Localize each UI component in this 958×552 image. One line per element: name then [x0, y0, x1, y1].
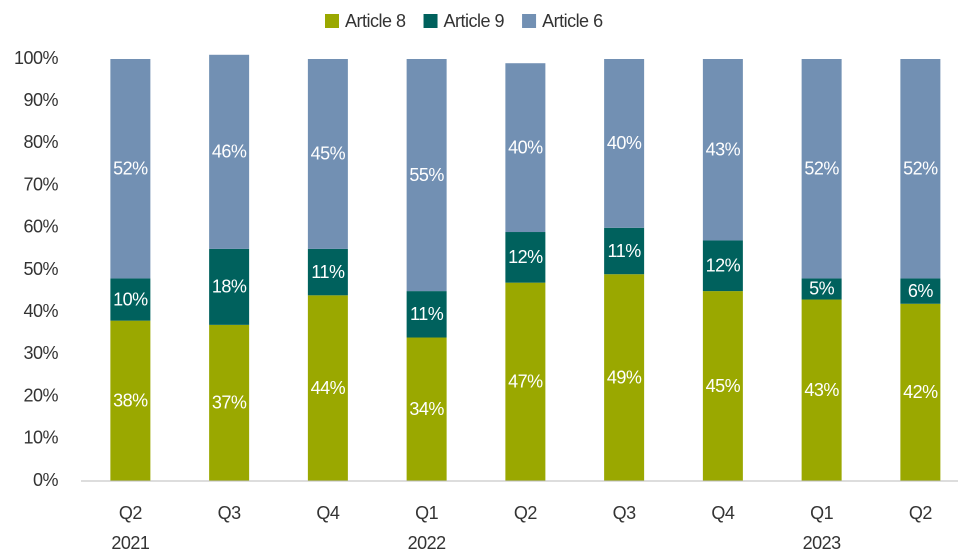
- bar-segment: [505, 63, 546, 233]
- data-label: 44%: [311, 378, 346, 398]
- bar-segment: [209, 54, 250, 249]
- x-tick-label: Q2: [909, 503, 933, 523]
- y-tick-label: 20%: [23, 385, 58, 405]
- data-label: 11%: [608, 241, 642, 261]
- bar-segment: [110, 59, 151, 279]
- x-group-label: 2022: [408, 533, 447, 552]
- data-label: 52%: [804, 158, 839, 178]
- bar-segment: [900, 278, 941, 304]
- data-label: 11%: [410, 304, 444, 324]
- x-tick-label: Q3: [613, 503, 637, 523]
- data-label: 37%: [212, 393, 247, 413]
- data-label: 11%: [311, 262, 345, 282]
- y-tick-label: 40%: [23, 301, 58, 321]
- y-tick-label: 80%: [23, 132, 58, 152]
- x-tick-label: Q3: [218, 503, 242, 523]
- bar-segment: [505, 282, 546, 481]
- bar-segment: [406, 337, 447, 481]
- x-group-label: 2023: [803, 533, 842, 552]
- bar-segment: [604, 227, 645, 275]
- bar-segment: [900, 59, 941, 279]
- bar-segment: [604, 274, 645, 481]
- bar-segment: [209, 324, 250, 481]
- bar-segment: [307, 295, 348, 481]
- legend-swatch: [522, 14, 537, 28]
- bar-segment: [900, 303, 941, 481]
- legend-label: Article 8: [345, 11, 406, 31]
- bar-segment: [604, 59, 645, 228]
- data-label: 10%: [113, 289, 148, 309]
- data-label: 45%: [706, 376, 741, 396]
- bar-segment: [702, 240, 743, 292]
- data-label: 42%: [903, 382, 938, 402]
- data-label: 38%: [113, 391, 148, 411]
- data-label: 52%: [903, 158, 938, 178]
- data-label: 18%: [212, 277, 247, 297]
- y-tick-label: 60%: [23, 217, 58, 237]
- bar-segment: [307, 59, 348, 249]
- bar-segment: [406, 291, 447, 338]
- y-tick-label: 50%: [23, 259, 58, 279]
- x-tick-label: Q2: [119, 503, 143, 523]
- x-tick-label: Q1: [810, 503, 834, 523]
- data-label: 40%: [508, 137, 543, 157]
- y-tick-label: 0%: [33, 470, 59, 490]
- y-tick-label: 30%: [23, 343, 58, 363]
- legend-swatch: [423, 14, 438, 28]
- y-tick-label: 10%: [23, 428, 58, 448]
- data-label: 46%: [212, 142, 247, 162]
- data-label: 6%: [908, 281, 934, 301]
- bar-segment: [801, 59, 842, 279]
- x-tick-label: Q2: [514, 503, 538, 523]
- data-label: 40%: [607, 133, 642, 153]
- x-tick-label: Q4: [316, 503, 340, 523]
- data-label: 47%: [508, 372, 543, 392]
- y-tick-label: 100%: [14, 48, 59, 68]
- bar-segment: [801, 299, 842, 481]
- legend-label: Article 6: [542, 11, 603, 31]
- bar-segment: [209, 248, 250, 325]
- x-tick-label: Q1: [415, 503, 439, 523]
- data-label: 34%: [409, 399, 444, 419]
- bar-segment: [110, 278, 151, 321]
- data-label: 43%: [706, 139, 741, 159]
- data-label: 52%: [113, 158, 148, 178]
- bar-segment: [505, 232, 546, 283]
- legend-label: Article 9: [444, 11, 505, 31]
- bar-segment: [406, 59, 447, 292]
- bar-segment: [702, 291, 743, 481]
- y-tick-label: 70%: [23, 174, 58, 194]
- data-label: 12%: [706, 256, 741, 276]
- x-group-label: 2021: [111, 533, 150, 552]
- data-label: 12%: [508, 247, 543, 267]
- x-tick-label: Q4: [711, 503, 735, 523]
- bar-segment: [702, 59, 743, 241]
- data-label: 5%: [809, 279, 835, 299]
- data-label: 45%: [311, 144, 346, 164]
- y-tick-label: 90%: [23, 90, 58, 110]
- data-label: 43%: [804, 380, 839, 400]
- data-label: 55%: [409, 165, 444, 185]
- bar-segment: [110, 320, 151, 481]
- legend-swatch: [325, 14, 339, 28]
- bar-segment: [307, 248, 348, 296]
- bar-segment: [801, 278, 842, 300]
- data-label: 49%: [607, 367, 642, 387]
